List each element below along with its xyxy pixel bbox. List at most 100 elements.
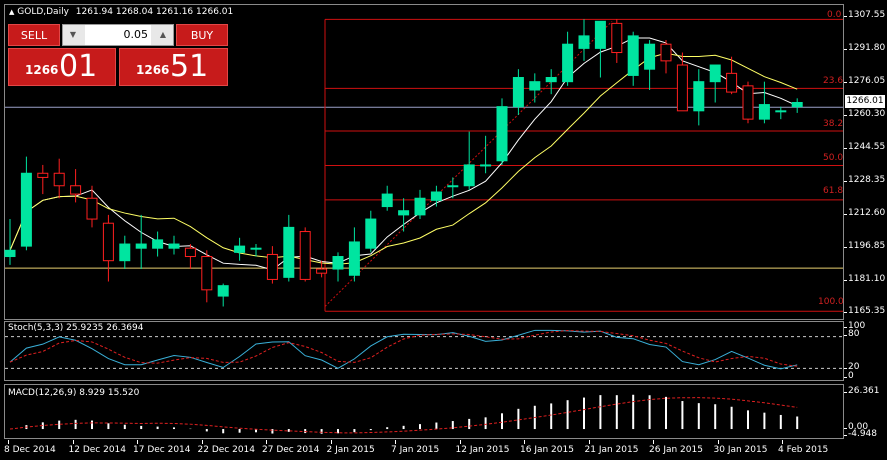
lot-decrease-button[interactable]: ▼ bbox=[69, 30, 77, 39]
candle-body bbox=[332, 256, 344, 270]
candle-body bbox=[348, 241, 360, 276]
candle-body bbox=[742, 85, 754, 120]
candle-body bbox=[578, 35, 590, 49]
date-label: 26 Jan 2015 bbox=[649, 445, 703, 455]
candle-body bbox=[693, 81, 705, 112]
stoch-d-line bbox=[9, 330, 798, 367]
candle-body bbox=[234, 245, 246, 253]
candle-body bbox=[463, 164, 475, 187]
triangle-up-icon: ▲ bbox=[9, 8, 15, 16]
candle-body bbox=[299, 231, 311, 280]
stoch-k-line bbox=[9, 329, 798, 370]
candle-body bbox=[365, 218, 377, 249]
stoch-tick: 20 bbox=[843, 362, 860, 372]
candle-body bbox=[676, 64, 688, 112]
candle-body bbox=[496, 106, 508, 162]
candle-body bbox=[283, 226, 295, 278]
candle-body bbox=[168, 243, 180, 249]
candle-body bbox=[775, 110, 787, 113]
date-tick bbox=[653, 440, 654, 444]
candle-body bbox=[119, 243, 131, 262]
price-tick: 1244.55 bbox=[843, 142, 886, 152]
date-tick bbox=[330, 440, 332, 444]
stoch-label: Stoch(5,3,3) 25.9235 26.3694 bbox=[8, 323, 144, 333]
candle-body bbox=[512, 77, 524, 108]
fib-label: 61.8 bbox=[823, 186, 844, 196]
candle-body bbox=[709, 64, 721, 83]
date-tick bbox=[266, 440, 267, 444]
date-tick bbox=[395, 440, 396, 444]
one-click-trading-panel: SELL ▼ 0.05 ▲ BUY 1266 01 1266 51 bbox=[8, 24, 228, 86]
macd-tick: -4.948 bbox=[843, 429, 878, 439]
price-tick: 1291.80 bbox=[843, 43, 886, 53]
candle-body bbox=[266, 253, 278, 280]
date-tick bbox=[717, 440, 719, 444]
date-label: 7 Jan 2015 bbox=[391, 445, 440, 455]
candle-body bbox=[20, 172, 32, 247]
buy-button[interactable]: BUY bbox=[176, 24, 228, 46]
date-label: 2 Jan 2015 bbox=[326, 445, 375, 455]
date-label: 8 Dec 2014 bbox=[4, 445, 56, 455]
macd-pane[interactable] bbox=[4, 384, 844, 439]
chart-header: ▲ GOLD,Daily 1261.94 1268.04 1261.16 126… bbox=[9, 7, 233, 17]
candle-body bbox=[184, 247, 196, 258]
date-tick bbox=[782, 440, 783, 444]
candle-body bbox=[430, 191, 442, 201]
candle-body bbox=[627, 35, 639, 76]
date-label: 21 Jan 2015 bbox=[584, 445, 639, 455]
stoch-scale: 100 80 20 0 bbox=[843, 321, 887, 381]
stoch-tick: 100 bbox=[843, 321, 866, 331]
macd-signal-line bbox=[9, 397, 798, 434]
macd-tick: 26.361 bbox=[844, 386, 880, 396]
candle-body bbox=[53, 172, 65, 187]
price-tick: 1165.35 bbox=[843, 306, 886, 316]
date-label: 12 Jan 2015 bbox=[455, 445, 510, 455]
ask-price-suffix: 51 bbox=[170, 49, 209, 84]
lot-size-stepper[interactable]: ▼ 0.05 ▲ bbox=[62, 24, 174, 46]
bid-price-button[interactable]: 1266 01 bbox=[8, 48, 116, 86]
candle-body bbox=[37, 172, 49, 178]
price-tick: 1260.30 bbox=[843, 109, 886, 119]
candle-body bbox=[4, 249, 16, 258]
fib-label: 38.2 bbox=[823, 119, 844, 129]
price-tick: 1228.35 bbox=[843, 175, 886, 185]
candle-body bbox=[135, 243, 147, 249]
ask-price-button[interactable]: 1266 51 bbox=[119, 48, 228, 86]
candle-body bbox=[480, 164, 492, 167]
date-tick bbox=[459, 440, 461, 444]
candle-body bbox=[447, 185, 459, 188]
candle-body bbox=[102, 222, 114, 262]
candle-body bbox=[562, 43, 574, 83]
price-scale[interactable]: 1307.55 1291.80 1276.05 1260.30 1244.55 … bbox=[843, 0, 887, 321]
date-label: 4 Feb 2015 bbox=[778, 445, 829, 455]
date-tick bbox=[72, 440, 74, 444]
lot-size-input[interactable]: 0.05 bbox=[85, 25, 151, 45]
date-tick bbox=[8, 440, 9, 444]
candle-body bbox=[398, 210, 410, 216]
fib-label: 0.0 bbox=[827, 10, 842, 20]
candle-body bbox=[758, 104, 770, 120]
current-price-tag: 1266.01 bbox=[845, 95, 885, 108]
fib-label: 50.0 bbox=[823, 153, 844, 163]
candle-body bbox=[316, 268, 328, 274]
price-tick: 1212.60 bbox=[843, 208, 886, 218]
stochastic-pane[interactable] bbox=[4, 321, 844, 381]
macd-tick: 0.00 bbox=[843, 422, 869, 432]
macd-label: MACD(12,26,9) 8.929 15.520 bbox=[8, 388, 140, 398]
symbol-label: GOLD,Daily bbox=[17, 7, 69, 17]
date-label: 17 Dec 2014 bbox=[133, 445, 191, 455]
sell-button[interactable]: SELL bbox=[8, 24, 60, 46]
main-chart-pane[interactable] bbox=[4, 4, 844, 320]
stoch-tick: 80 bbox=[843, 329, 860, 339]
lot-increase-button[interactable]: ▲ bbox=[159, 30, 167, 39]
date-label: 12 Dec 2014 bbox=[68, 445, 127, 455]
candle-body bbox=[70, 185, 82, 195]
price-tick: 1181.10 bbox=[843, 274, 886, 284]
candle-body bbox=[644, 43, 656, 70]
price-tick: 1307.55 bbox=[843, 10, 886, 20]
candle-body bbox=[594, 20, 606, 49]
fib-label: 100.0 bbox=[818, 297, 844, 307]
date-tick bbox=[201, 440, 203, 444]
date-tick bbox=[524, 440, 525, 444]
